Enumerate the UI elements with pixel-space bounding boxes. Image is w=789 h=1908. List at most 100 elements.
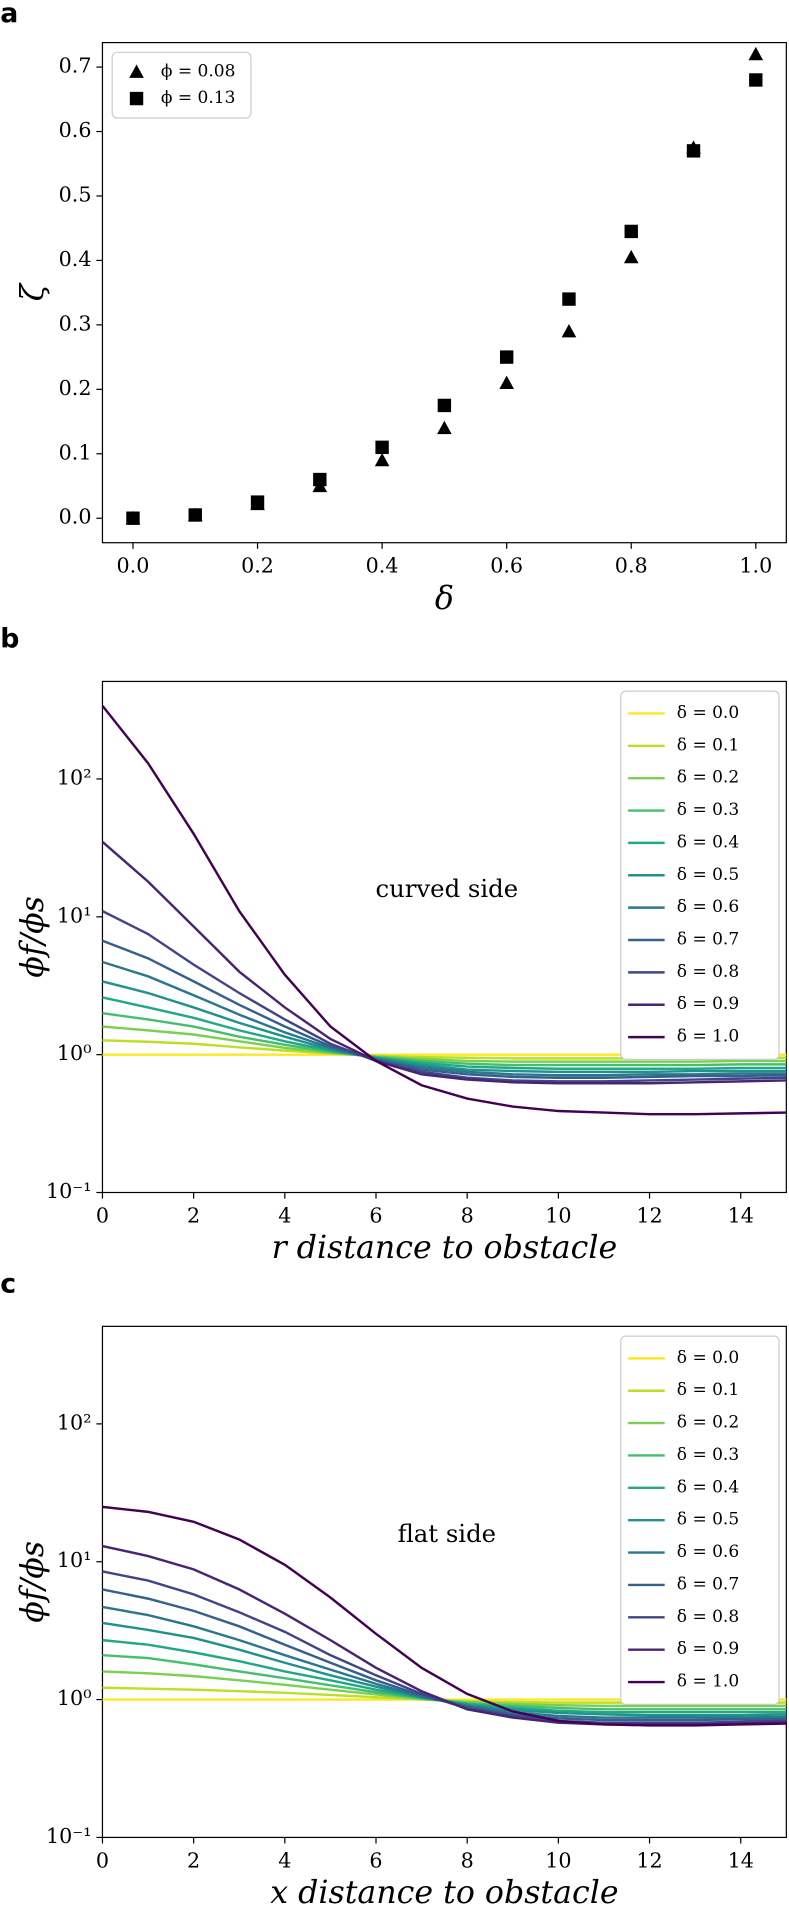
legend-label: δ = 0.2 (677, 1413, 739, 1433)
legend-label: δ = 0.1 (677, 1380, 739, 1400)
legend-label: δ = 0.7 (677, 1574, 739, 1594)
axes-frame (101, 41, 787, 544)
series-line (102, 1505, 787, 1727)
x-axis-label: r distance to obstacle (272, 1230, 618, 1266)
x-tick-label: 6 (369, 1848, 382, 1872)
legend-label: δ = 0.6 (677, 1542, 739, 1562)
x-tick-label: 12 (636, 1203, 662, 1227)
x-tick-label: 1.0 (739, 554, 772, 578)
series-line (102, 1011, 787, 1067)
marker-triangle (748, 46, 764, 61)
legend-label: δ = 0.9 (677, 1639, 739, 1659)
y-tick-label: 10² (57, 1410, 92, 1434)
y-tick-label: 0.3 (59, 311, 92, 335)
legend-label: δ = 0.7 (677, 930, 739, 950)
panel-label: c (0, 1268, 16, 1299)
legend-label: δ = 0.8 (677, 962, 739, 982)
legend-label: δ = 0.4 (677, 832, 739, 852)
y-tick-label: 10⁰ (57, 1686, 92, 1710)
annotation: flat side (398, 1519, 496, 1548)
annotation: curved side (376, 874, 519, 903)
legend-label: δ = 0.0 (677, 1348, 739, 1368)
marker-square (250, 495, 265, 509)
legend-label: δ = 0.3 (677, 1445, 739, 1465)
legend-label: δ = 0.0 (677, 703, 739, 723)
marker-square (126, 511, 140, 525)
x-tick-label: 0.4 (366, 554, 399, 578)
marker-square (437, 398, 452, 413)
x-tick-label: 4 (278, 1848, 291, 1872)
y-tick-label: 0.0 (59, 505, 92, 529)
y-tick-label: 0.6 (59, 118, 92, 142)
x-tick-label: 10 (545, 1203, 571, 1227)
series-line (102, 939, 787, 1079)
legend-label: δ = 0.5 (677, 865, 739, 885)
y-tick-label: 10⁻¹ (46, 1824, 92, 1848)
marker-square (562, 292, 576, 306)
y-tick-label: 0.1 (59, 440, 92, 464)
marker-square (375, 440, 389, 455)
legend-label: δ = 0.9 (677, 994, 739, 1014)
legend-label: δ = 0.4 (677, 1477, 739, 1497)
series-line (101, 704, 787, 1116)
marker-square (749, 73, 763, 87)
legend-label: δ = 0.2 (677, 768, 739, 788)
series-line (102, 1025, 787, 1063)
legend-label: δ = 0.1 (677, 735, 739, 755)
y-tick-label: 10⁰ (57, 1041, 92, 1065)
legend-label: δ = 0.6 (677, 897, 739, 917)
x-tick-label: 0.8 (615, 554, 648, 578)
y-tick-label: 10¹ (57, 1548, 92, 1572)
marker-triangle (561, 324, 577, 338)
legend-swatch (129, 91, 144, 106)
marker-square (499, 350, 514, 364)
legend-label: δ = 0.3 (677, 800, 739, 820)
legend-label: δ = 1.0 (677, 1672, 739, 1692)
x-tick-label: 14 (728, 1203, 754, 1227)
axes-frame (101, 680, 787, 1194)
legend-label: δ = 0.5 (677, 1510, 739, 1530)
marker-triangle (623, 249, 639, 264)
legend-label: δ = 1.0 (677, 1027, 739, 1047)
legend-label: δ = 0.8 (677, 1607, 739, 1627)
x-tick-label: 2 (187, 1848, 200, 1872)
y-axis-label: ζ (15, 282, 51, 301)
y-axis-label: ϕf/ϕs (15, 896, 51, 978)
legend-swatch (129, 64, 144, 78)
x-tick-label: 4 (278, 1203, 291, 1227)
x-axis-label: δ (435, 580, 454, 616)
y-tick-label: 10² (57, 765, 92, 789)
axes-frame (101, 1325, 787, 1839)
legend-box (111, 51, 252, 119)
x-tick-label: 10 (545, 1848, 571, 1872)
series-line (102, 980, 787, 1074)
x-tick-label: 0.6 (490, 554, 523, 578)
y-tick-label: 0.4 (59, 247, 92, 271)
x-tick-label: 8 (461, 1848, 474, 1872)
y-tick-label: 0.5 (59, 182, 92, 206)
x-tick-label: 12 (636, 1848, 662, 1872)
x-axis-label: x distance to obstacle (270, 1875, 618, 1908)
x-tick-label: 14 (728, 1848, 754, 1872)
series-line (101, 840, 787, 1085)
marker-square (686, 144, 701, 158)
series-line (101, 910, 787, 1083)
series-line (102, 996, 787, 1070)
legend-label: ϕ = 0.08 (161, 61, 236, 81)
x-tick-label: 2 (187, 1203, 200, 1227)
y-tick-label: 0.2 (59, 376, 92, 400)
y-axis-label: ϕf/ϕs (15, 1541, 51, 1623)
legend-box (620, 690, 780, 1060)
marker-square (313, 472, 327, 487)
panel-label: a (0, 0, 18, 29)
y-tick-label: 0.7 (59, 54, 92, 78)
legend-label: ϕ = 0.13 (161, 88, 236, 108)
x-tick-label: 0.0 (117, 554, 150, 578)
marker-triangle (437, 420, 452, 435)
x-tick-label: 0 (96, 1203, 109, 1227)
x-tick-label: 0 (96, 1848, 109, 1872)
panel-label: b (0, 624, 19, 655)
marker-triangle (499, 375, 514, 389)
x-tick-label: 8 (461, 1203, 474, 1227)
